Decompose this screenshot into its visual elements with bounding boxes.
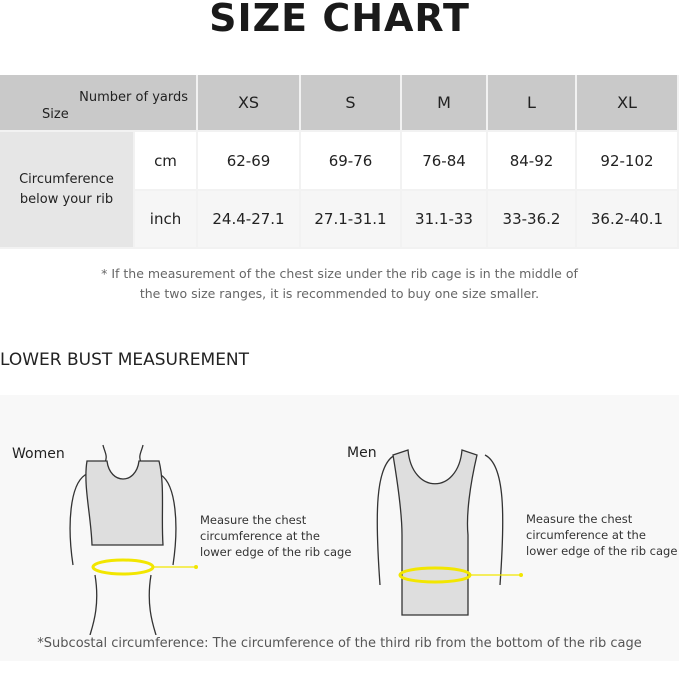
- corner-top-label: Number of yards: [79, 90, 188, 105]
- unit-cell: cm: [134, 131, 198, 191]
- value-cell: 92-102: [576, 131, 679, 191]
- value-cell: 27.1-31.1: [300, 190, 402, 249]
- row-label: Circumference below your rib: [0, 131, 135, 249]
- instruction-line: circumference at the: [526, 528, 646, 542]
- men-figure: [376, 449, 523, 616]
- measurement-panel: Women Measure the chest circumference at…: [0, 395, 679, 661]
- size-header: XS: [197, 75, 301, 132]
- value-cell: 36.2-40.1: [576, 190, 679, 249]
- instruction-line: Measure the chest: [526, 512, 633, 526]
- value-cell: 76-84: [401, 131, 488, 191]
- value-cell: 84-92: [487, 131, 577, 191]
- corner-bottom-label: Size: [42, 107, 69, 122]
- men-instruction: Measure the chest circumference at the l…: [526, 511, 677, 559]
- instruction-line: circumference at the: [200, 529, 320, 543]
- size-header: S: [300, 75, 402, 132]
- value-cell: 24.4-27.1: [197, 190, 301, 249]
- size-header: XL: [576, 75, 679, 132]
- size-note: * If the measurement of the chest size u…: [0, 264, 679, 304]
- instruction-line: lower edge of the rib cage: [200, 545, 352, 559]
- women-figure: [69, 444, 198, 635]
- men-label: Men: [347, 445, 377, 461]
- women-instruction: Measure the chest circumference at the l…: [200, 512, 351, 560]
- footnote: *Subcostal circumference: The circumfere…: [37, 636, 642, 651]
- size-header: L: [487, 75, 577, 132]
- women-label: Women: [12, 446, 65, 462]
- value-cell: 62-69: [197, 131, 301, 191]
- size-header: M: [401, 75, 488, 132]
- value-cell: 69-76: [300, 131, 402, 191]
- value-cell: 31.1-33: [401, 190, 488, 249]
- note-line: * If the measurement of the chest size u…: [101, 266, 578, 281]
- instruction-line: Measure the chest: [200, 513, 307, 527]
- value-cell: 33-36.2: [487, 190, 577, 249]
- note-line: the two size ranges, it is recommended t…: [139, 286, 540, 301]
- instruction-line: lower edge of the rib cage: [526, 544, 678, 558]
- corner-cell: Number of yards Size: [0, 75, 198, 132]
- size-table: Number of yards Size XS S M L XL Circumf…: [0, 75, 679, 249]
- page-title: SIZE CHART: [209, 0, 470, 40]
- unit-cell: inch: [134, 190, 198, 249]
- section-title: LOWER BUST MEASUREMENT: [0, 350, 250, 370]
